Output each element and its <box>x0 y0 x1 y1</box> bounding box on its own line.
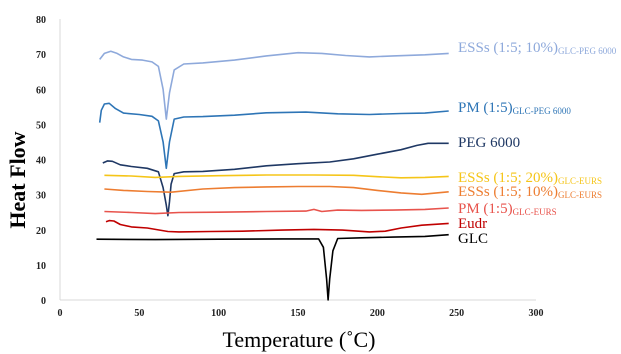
series-line-7 <box>96 233 449 301</box>
series-line-3 <box>104 174 449 179</box>
series-label-7: GLC <box>458 231 488 247</box>
x-tick-label: 200 <box>370 308 385 319</box>
series-label-5: PM (1:5)GLC-EURS <box>458 201 557 217</box>
series-line-0 <box>99 50 449 120</box>
y-tick-label: 20 <box>36 226 46 237</box>
x-tick-label: 100 <box>211 308 226 319</box>
series-line-4 <box>104 185 449 196</box>
series-label-main: GLC <box>458 231 488 247</box>
y-tick-labels: 0 10 20 30 40 50 60 70 80 <box>36 15 46 307</box>
x-tick-label: 50 <box>134 308 144 319</box>
series-label-main: PM (1:5) <box>458 201 513 217</box>
y-axis-title: Heat Flow <box>5 131 30 228</box>
series-label-2: PEG 6000 <box>458 135 520 151</box>
y-tick-label: 80 <box>36 15 46 26</box>
y-tick-label: 70 <box>36 50 46 61</box>
series-label-1: PM (1:5)GLC-PEG 6000 <box>458 100 571 116</box>
y-tick-label: 30 <box>36 191 46 202</box>
x-tick-label: 250 <box>449 308 464 319</box>
series-label-main: ESSs (1:5; 10%) <box>458 40 558 56</box>
series-line-1 <box>98 102 449 170</box>
series-label-0: ESSs (1:5; 10%)GLC-PEG 6000 <box>458 40 617 56</box>
series-label-main: PEG 6000 <box>458 135 520 151</box>
series-label-6: Eudr <box>458 216 487 232</box>
series-label-subscript: GLC-PEG 6000 <box>558 46 617 56</box>
y-tick-label: 60 <box>36 85 46 96</box>
y-tick-label: 50 <box>36 120 46 131</box>
x-tick-label: 150 <box>291 308 306 319</box>
x-tick-label: 300 <box>529 308 544 319</box>
x-tick-label: 0 <box>58 308 63 319</box>
series-label-3: ESSs (1:5; 20%)GLC-EURS <box>458 170 602 186</box>
series-label-subscript: GLC-EURS <box>558 176 602 186</box>
series-label-main: ESSs (1:5; 10%) <box>458 184 558 200</box>
series-label-4: ESSs (1:5; 10%)GLC-EURS <box>458 184 602 200</box>
series-label-subscript: GLC-PEG 6000 <box>513 106 572 116</box>
y-tick-label: 10 <box>36 261 46 272</box>
series-label-main: PM (1:5) <box>458 100 513 116</box>
y-tick-label: 40 <box>36 156 46 167</box>
x-axis-title: Temperature (˚C) <box>223 327 376 352</box>
series-label-subscript: GLC-EURS <box>558 190 602 200</box>
series-label-subscript: GLC-EURS <box>513 207 557 217</box>
y-tick-label: 0 <box>41 296 46 307</box>
series-line-2 <box>102 142 449 217</box>
x-tick-labels: 0 50 100 150 200 250 300 <box>58 308 544 319</box>
series-curves <box>96 50 449 301</box>
series-label-main: Eudr <box>458 216 487 232</box>
series-line-6 <box>105 219 449 233</box>
series-line-5 <box>104 207 449 215</box>
series-label-main: ESSs (1:5; 20%) <box>458 170 558 186</box>
